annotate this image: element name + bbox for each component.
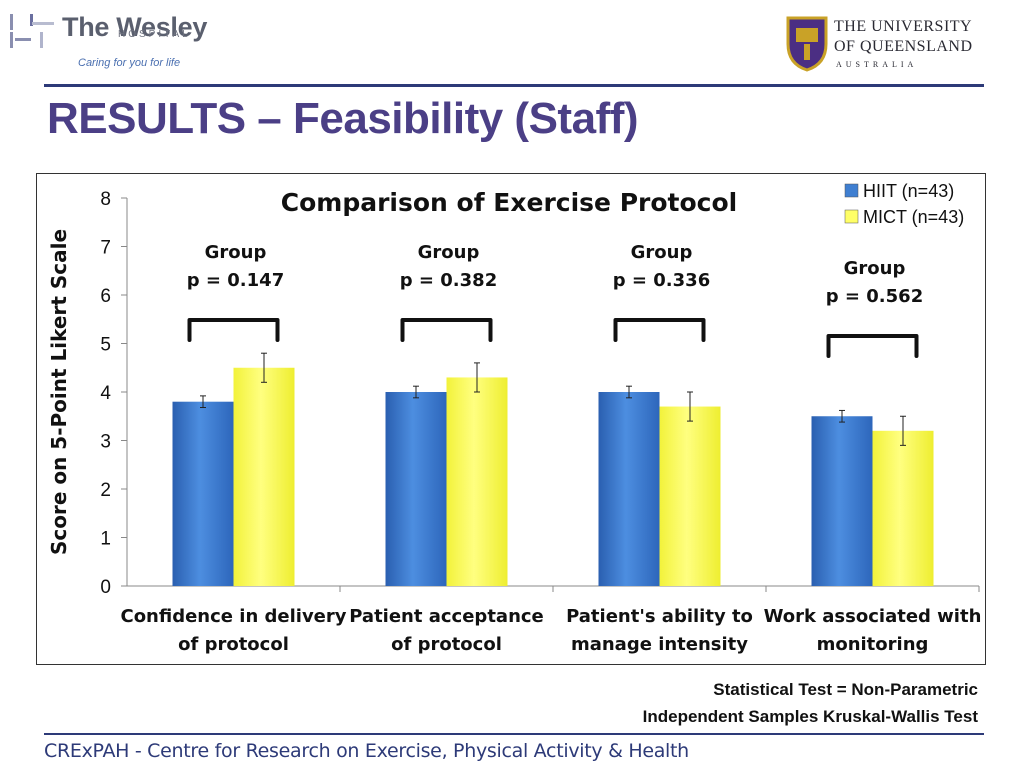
y-tick-label: 5 bbox=[100, 335, 111, 356]
wesley-hospital-sub: HOSPITAL bbox=[118, 29, 191, 40]
chart-frame: 0 1 2 3 4 5 6 7 8 Score on 5-Point Likert Scale Co… bbox=[36, 173, 986, 665]
y-tick-label: 6 bbox=[100, 286, 111, 307]
y-tick-label: 3 bbox=[100, 432, 111, 453]
bar bbox=[659, 406, 721, 586]
y-tick-label: 0 bbox=[100, 577, 111, 598]
annotation-group: Group bbox=[418, 242, 480, 263]
slide-title: RESULTS – Feasibility (Staff) bbox=[47, 94, 639, 143]
category-label: of protocol bbox=[178, 634, 289, 655]
wesley-cross-icon bbox=[10, 14, 54, 48]
legend-label: MICT (n=43) bbox=[863, 207, 964, 227]
uq-line1: THE UNIVERSITY bbox=[834, 18, 973, 35]
legend-swatch bbox=[844, 183, 859, 198]
uq-line3: AUSTRALIA bbox=[836, 60, 918, 69]
significance-bracket bbox=[826, 334, 919, 358]
category-label: manage intensity bbox=[571, 634, 748, 655]
y-tick-label: 4 bbox=[100, 383, 111, 404]
y-axis-label: Score on 5-Point Likert Scale bbox=[47, 229, 71, 555]
uq-logo: THE UNIVERSITY OF QUEENSLAND AUSTRALIA bbox=[784, 14, 984, 74]
significance-bracket bbox=[400, 318, 493, 342]
category-label: Patient's ability to bbox=[566, 606, 753, 627]
significance-bracket bbox=[613, 318, 706, 342]
stat-note: Statistical Test = Non-Parametric Indepe… bbox=[643, 676, 978, 730]
wesley-name: The Wesley bbox=[62, 12, 208, 42]
category-label: Patient acceptance bbox=[349, 606, 544, 627]
annotation-group: Group bbox=[631, 242, 693, 263]
bar bbox=[598, 392, 660, 586]
y-tick-label: 7 bbox=[100, 238, 111, 259]
chart-title: Comparison of Exercise Protocol bbox=[281, 188, 737, 217]
bar bbox=[172, 401, 234, 586]
wesley-tagline: Caring for you for life bbox=[78, 57, 181, 69]
annotation-p-value: p = 0.382 bbox=[400, 270, 497, 291]
legend-swatch bbox=[844, 209, 859, 224]
bar bbox=[233, 367, 295, 586]
y-tick-label: 8 bbox=[100, 189, 111, 210]
bar bbox=[446, 377, 508, 586]
top-rule bbox=[44, 84, 984, 87]
category-label: monitoring bbox=[817, 634, 929, 655]
uq-line2: OF QUEENSLAND bbox=[834, 38, 973, 55]
annotation-p-value: p = 0.336 bbox=[613, 270, 710, 291]
annotation-group: Group bbox=[205, 242, 267, 263]
bar bbox=[385, 392, 447, 586]
legend-label: HIIT (n=43) bbox=[863, 181, 954, 201]
wesley-hospital-logo: The Wesley HOSPITAL Caring for you for l… bbox=[0, 0, 260, 80]
bar bbox=[872, 430, 934, 586]
bottom-rule bbox=[44, 733, 984, 735]
uq-crest-icon bbox=[786, 16, 828, 72]
annotation-p-value: p = 0.562 bbox=[826, 286, 923, 307]
bar-chart: 0 1 2 3 4 5 6 7 8 Score on 5-Point Likert Scale Co… bbox=[47, 181, 982, 655]
category-label: Confidence in delivery bbox=[120, 606, 346, 627]
annotation-p-value: p = 0.147 bbox=[187, 270, 284, 291]
category-label: of protocol bbox=[391, 634, 502, 655]
annotation-group: Group bbox=[844, 258, 906, 279]
category-label: Work associated with bbox=[764, 606, 982, 627]
bar bbox=[811, 416, 873, 586]
y-tick-label: 1 bbox=[100, 529, 111, 550]
stat-note-line1: Statistical Test = Non-Parametric bbox=[713, 680, 978, 699]
significance-bracket bbox=[187, 318, 280, 342]
footer-text: CRExPAH - Centre for Research on Exercis… bbox=[44, 740, 689, 762]
y-tick-label: 2 bbox=[100, 480, 111, 501]
stat-note-line2: Independent Samples Kruskal-Wallis Test bbox=[642, 707, 978, 726]
